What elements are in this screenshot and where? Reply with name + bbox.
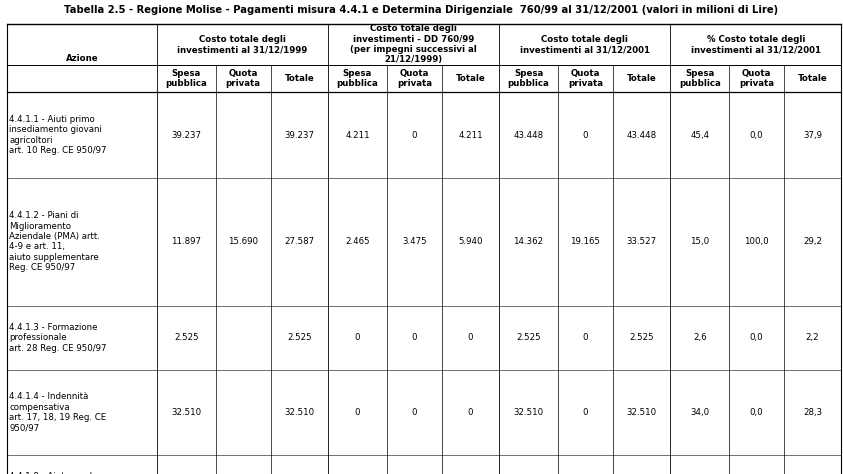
Text: 4.211: 4.211 xyxy=(345,131,370,139)
Text: 4.211: 4.211 xyxy=(458,131,483,139)
Text: Quota
privata: Quota privata xyxy=(397,69,432,88)
Text: 0: 0 xyxy=(411,333,417,342)
Text: 28,3: 28,3 xyxy=(803,408,822,417)
Text: 0: 0 xyxy=(355,333,360,342)
Text: 0: 0 xyxy=(583,408,588,417)
Text: 37,9: 37,9 xyxy=(803,131,822,139)
Text: Spesa
pubblica: Spesa pubblica xyxy=(679,69,721,88)
Text: 27.587: 27.587 xyxy=(284,237,314,246)
Text: Costo totale degli
investimenti - DD 760/99
(per impegni successivi al
21/12/199: Costo totale degli investimenti - DD 760… xyxy=(350,24,477,64)
Text: 29,2: 29,2 xyxy=(803,237,822,246)
Text: 4.4.1.8 - Aiuto per la
tenuta della contabilità
art. 13 Reg. CE 950/97: 4.4.1.8 - Aiuto per la tenuta della cont… xyxy=(9,472,110,474)
Text: 2,6: 2,6 xyxy=(693,333,706,342)
Text: 0,0: 0,0 xyxy=(749,333,764,342)
Text: Totale: Totale xyxy=(455,74,486,83)
Text: Costo totale degli
investimenti al 31/12/2001: Costo totale degli investimenti al 31/12… xyxy=(519,35,650,54)
Text: 4.4.1.2 - Piani di
Miglioramento
Aziendale (PMA) artt.
4-9 e art. 11,
aiuto supp: 4.4.1.2 - Piani di Miglioramento Azienda… xyxy=(9,211,100,272)
Text: 15,0: 15,0 xyxy=(690,237,709,246)
Text: 15.690: 15.690 xyxy=(228,237,258,246)
Text: 32.510: 32.510 xyxy=(171,408,201,417)
Text: 4.4.1.3 - Formazione
professionale
art. 28 Reg. CE 950/97: 4.4.1.3 - Formazione professionale art. … xyxy=(9,323,107,353)
Text: 2,2: 2,2 xyxy=(806,333,819,342)
Text: 43.448: 43.448 xyxy=(513,131,544,139)
Text: 2.525: 2.525 xyxy=(629,333,654,342)
Text: 32.510: 32.510 xyxy=(284,408,314,417)
Text: Quota
privata: Quota privata xyxy=(739,69,774,88)
Text: 32.510: 32.510 xyxy=(626,408,657,417)
Text: Totale: Totale xyxy=(626,74,657,83)
Text: % Costo totale degli
investimenti al 31/12/2001: % Costo totale degli investimenti al 31/… xyxy=(690,35,821,54)
Text: 2.465: 2.465 xyxy=(345,237,370,246)
Text: Tabella 2.5 - Regione Molise - Pagamenti misura 4.4.1 e Determina Dirigenziale  : Tabella 2.5 - Regione Molise - Pagamenti… xyxy=(64,5,779,16)
Text: Spesa
pubblica: Spesa pubblica xyxy=(507,69,550,88)
Text: 43.448: 43.448 xyxy=(626,131,657,139)
Text: 39.237: 39.237 xyxy=(284,131,314,139)
Text: 0,0: 0,0 xyxy=(749,408,764,417)
Text: 0: 0 xyxy=(411,408,417,417)
Text: 11.897: 11.897 xyxy=(171,237,201,246)
Text: Spesa
pubblica: Spesa pubblica xyxy=(165,69,207,88)
Text: 0: 0 xyxy=(411,131,417,139)
Text: 33.527: 33.527 xyxy=(626,237,657,246)
Text: 2.525: 2.525 xyxy=(516,333,541,342)
Text: Totale: Totale xyxy=(284,74,314,83)
Text: 4.4.1.1 - Aiuti primo
insediamento giovani
agricoltori
art. 10 Reg. CE 950/97: 4.4.1.1 - Aiuti primo insediamento giova… xyxy=(9,115,107,155)
Text: 14.362: 14.362 xyxy=(513,237,544,246)
Text: 0: 0 xyxy=(583,131,588,139)
Text: 0: 0 xyxy=(468,408,473,417)
Text: 0: 0 xyxy=(468,333,473,342)
Text: 3.475: 3.475 xyxy=(402,237,427,246)
Text: 2.525: 2.525 xyxy=(287,333,312,342)
Text: 0: 0 xyxy=(355,408,360,417)
Text: 5.940: 5.940 xyxy=(458,237,483,246)
Text: Spesa
pubblica: Spesa pubblica xyxy=(336,69,379,88)
Text: 19.165: 19.165 xyxy=(571,237,600,246)
Text: 34,0: 34,0 xyxy=(690,408,709,417)
Text: 100,0: 100,0 xyxy=(744,237,769,246)
Text: 45,4: 45,4 xyxy=(690,131,709,139)
Text: Quota
privata: Quota privata xyxy=(568,69,603,88)
Text: 0,0: 0,0 xyxy=(749,131,764,139)
Text: 2.525: 2.525 xyxy=(174,333,199,342)
Text: 0: 0 xyxy=(583,333,588,342)
Text: Quota
privata: Quota privata xyxy=(226,69,260,88)
Text: 39.237: 39.237 xyxy=(171,131,201,139)
Text: Totale: Totale xyxy=(797,74,828,83)
Text: Azione: Azione xyxy=(66,54,98,63)
Text: Costo totale degli
investimenti al 31/12/1999: Costo totale degli investimenti al 31/12… xyxy=(177,35,308,54)
Text: 32.510: 32.510 xyxy=(513,408,544,417)
Text: 4.4.1.4 - Indennità
compensativa
art. 17, 18, 19 Reg. CE
950/97: 4.4.1.4 - Indennità compensativa art. 17… xyxy=(9,392,106,432)
